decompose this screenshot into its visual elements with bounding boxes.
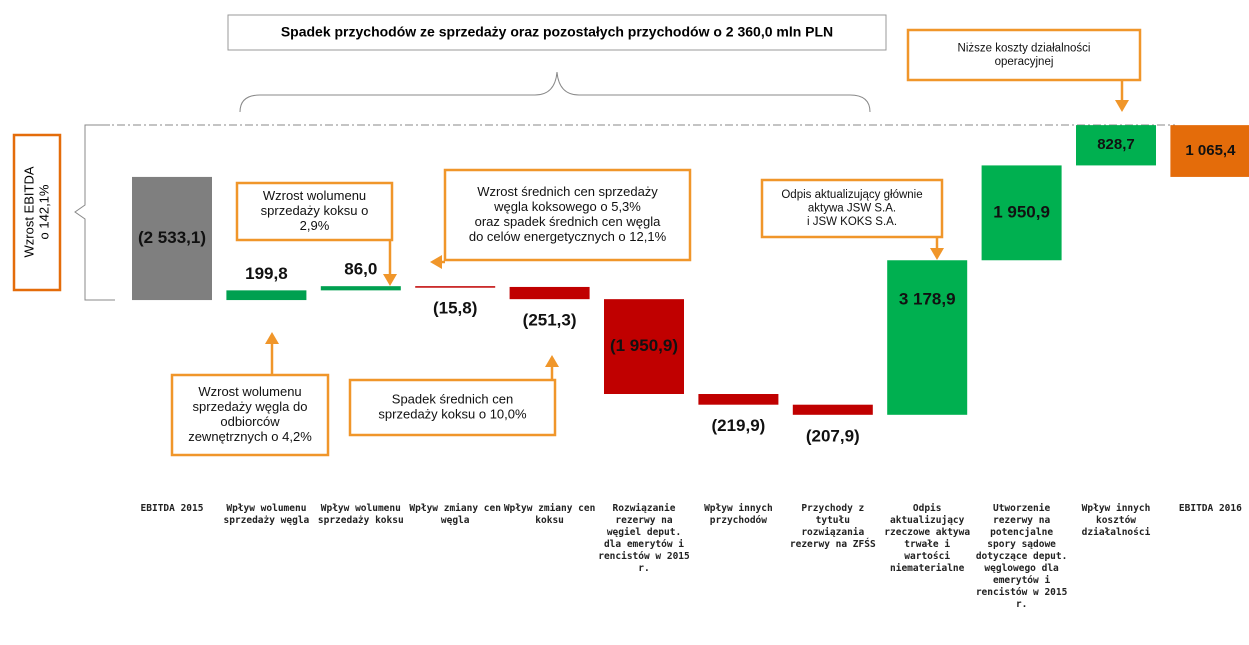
callout-text: Spadek średnich cen xyxy=(392,391,513,406)
left-bracket xyxy=(74,124,115,301)
callout-text: odbiorców xyxy=(220,414,280,429)
value-label: (219,9) xyxy=(711,416,765,435)
callout-box xyxy=(906,28,1142,82)
callout-text: oraz spadek średnich cen węgla xyxy=(475,214,661,229)
bar xyxy=(698,394,779,405)
bar xyxy=(509,286,590,300)
title-box xyxy=(227,14,887,51)
callout-text: sprzedaży koksu o xyxy=(261,203,369,218)
callout-text: Wzrost średnich cen sprzedaży xyxy=(477,184,658,199)
callout-text: Wzrost wolumenu xyxy=(263,188,366,203)
category-label: Odpis aktualizujący rzeczowe aktywa trwa… xyxy=(884,503,971,574)
value-label: 1 950,9 xyxy=(993,202,1050,221)
side-label-line: o 142,1% xyxy=(36,184,51,239)
brace xyxy=(239,71,871,113)
bar xyxy=(887,260,968,415)
callout-box xyxy=(348,378,557,437)
callout-text: do celów energetycznych o 12,1% xyxy=(469,229,667,244)
callout-box xyxy=(760,178,944,239)
side-label-line: Wzrost EBITDA xyxy=(21,166,36,257)
callout-text: Odpis aktualizujący głównie xyxy=(781,189,922,201)
chart-title: Spadek przychodów ze sprzedaży oraz pozo… xyxy=(281,24,833,40)
bar xyxy=(792,404,873,415)
callout-box xyxy=(443,168,692,262)
callout-text: Niższe koszty działalności xyxy=(958,42,1091,54)
category-label: Przychody z tytułu rozwiązania rezerwy n… xyxy=(789,503,876,550)
bar xyxy=(981,165,1062,261)
callout-arrowhead xyxy=(930,248,944,260)
bar xyxy=(320,286,401,291)
value-label: 828,7 xyxy=(1097,136,1135,153)
category-label: Wpływ wolumenu sprzedaży koksu xyxy=(317,503,404,526)
callout-box xyxy=(170,373,330,457)
category-label: Wpływ innych kosztów działalności xyxy=(1081,503,1151,538)
bar xyxy=(132,176,212,301)
bar xyxy=(226,290,307,301)
callout-arrowhead xyxy=(265,332,279,344)
category-label: Wpływ zmiany cen węgla xyxy=(409,503,501,526)
callout-box xyxy=(235,181,394,242)
callout-text: węgla koksowego o 5,3% xyxy=(493,199,641,214)
callout-text: sprzedaży węgla do xyxy=(193,399,308,414)
value-label: 1 065,4 xyxy=(1185,142,1236,159)
callout-text: operacyjnej xyxy=(995,56,1054,68)
callout-arrowhead xyxy=(430,255,442,269)
callout-arrowhead xyxy=(383,274,397,286)
side-box xyxy=(12,133,62,292)
category-label: EBITDA 2015 xyxy=(140,503,204,514)
bar xyxy=(604,299,684,395)
value-label: (1 950,9) xyxy=(610,336,678,355)
callout-text: aktywa JSW S.A. xyxy=(808,203,896,215)
bar xyxy=(1170,125,1249,177)
value-label: (207,9) xyxy=(806,426,860,445)
callout-arrowhead xyxy=(1115,100,1129,112)
callout-text: 2,9% xyxy=(300,218,330,233)
category-label: Wpływ wolumenu sprzedaży węgla xyxy=(223,503,310,526)
callout-text: zewnętrznych o 4,2% xyxy=(188,429,312,444)
category-label: Rozwiązanie rezerwy na węgiel deput. dla… xyxy=(598,503,690,574)
category-label: EBITDA 2016 xyxy=(1178,503,1242,514)
value-label: 3 178,9 xyxy=(899,290,956,309)
bar xyxy=(415,286,496,288)
value-label: (251,3) xyxy=(523,311,577,330)
category-label: Wpływ zmiany cen koksu xyxy=(503,503,596,526)
value-label: (15,8) xyxy=(433,298,477,317)
callout-text: sprzedaży koksu o 10,0% xyxy=(378,406,527,421)
category-label: Wpływ innych przychodów xyxy=(704,503,773,526)
category-label: Utworzenie rezerwy na potencjalne spory … xyxy=(975,503,1068,610)
value-label: (2 533,1) xyxy=(138,228,206,247)
side-label: Wzrost EBITDA o 142,1% xyxy=(21,166,51,257)
value-label: 199,8 xyxy=(245,264,288,283)
callout-text: Wzrost wolumenu xyxy=(198,384,301,399)
bar xyxy=(1076,125,1156,166)
callout-text: i JSW KOKS S.A. xyxy=(807,216,897,228)
value-label: 86,0 xyxy=(344,260,377,279)
callout-arrowhead xyxy=(545,355,559,367)
